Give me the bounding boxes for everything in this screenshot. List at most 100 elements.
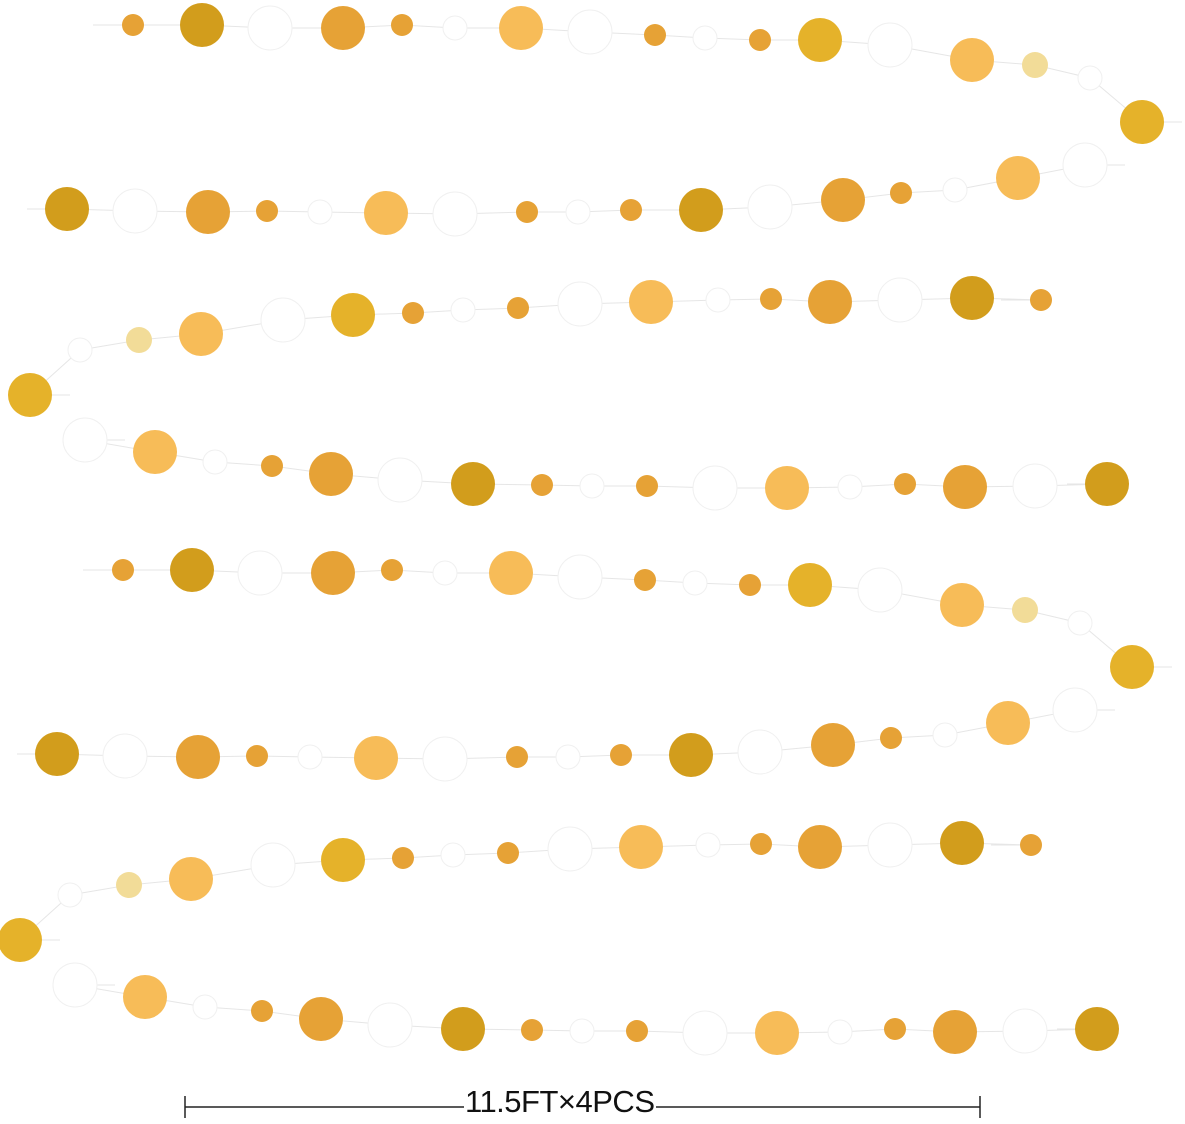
- gold-paper-dot: [634, 569, 656, 591]
- white-paper-dot: [57, 882, 83, 908]
- length-label: 11.5FT×4PCS: [464, 1084, 656, 1120]
- gold-paper-dot: [521, 1019, 543, 1041]
- gold-paper-dot: [1030, 289, 1052, 311]
- gold-paper-dot: [619, 825, 663, 869]
- gold-paper-dot: [933, 1010, 977, 1054]
- gold-paper-dot: [261, 455, 283, 477]
- gold-paper-dot: [811, 723, 855, 767]
- gold-paper-dot: [516, 201, 538, 223]
- gold-paper-dot: [755, 1011, 799, 1055]
- gold-paper-dot: [507, 297, 529, 319]
- gold-paper-dot: [765, 466, 809, 510]
- white-paper-dot: [747, 184, 793, 230]
- gold-paper-dot: [636, 475, 658, 497]
- gold-paper-dot: [943, 465, 987, 509]
- gold-paper-dot: [112, 559, 134, 581]
- white-paper-dot: [237, 550, 283, 596]
- gold-paper-dot: [798, 825, 842, 869]
- gold-paper-dot: [1120, 100, 1164, 144]
- white-paper-dot: [442, 15, 468, 41]
- white-paper-dot: [67, 337, 93, 363]
- white-paper-dot: [440, 842, 466, 868]
- white-paper-dot: [565, 199, 591, 225]
- white-paper-dot: [557, 281, 603, 327]
- gold-paper-dot: [381, 559, 403, 581]
- white-paper-dot: [692, 465, 738, 511]
- white-paper-dot: [932, 722, 958, 748]
- dimension-caption: 11.5FT×4PCS: [0, 1080, 1185, 1124]
- gold-paper-dot: [499, 6, 543, 50]
- gold-paper-dot: [497, 842, 519, 864]
- gold-paper-dot: [321, 6, 365, 50]
- white-paper-dot: [432, 560, 458, 586]
- white-paper-dot: [450, 297, 476, 323]
- white-paper-dot: [62, 417, 108, 463]
- gold-paper-dot: [179, 312, 223, 356]
- gold-paper-dot: [1085, 462, 1129, 506]
- gold-paper-dot: [122, 14, 144, 36]
- white-paper-dot: [692, 25, 718, 51]
- white-paper-dot: [422, 736, 468, 782]
- gold-paper-dot: [180, 3, 224, 47]
- white-paper-dot: [695, 832, 721, 858]
- white-paper-dot: [250, 842, 296, 888]
- white-paper-dot: [102, 733, 148, 779]
- gold-paper-dot: [950, 38, 994, 82]
- gold-paper-dot: [392, 847, 414, 869]
- white-paper-dot: [1067, 610, 1093, 636]
- gold-paper-dot: [1075, 1007, 1119, 1051]
- gold-paper-dot: [299, 997, 343, 1041]
- gold-paper-dot: [170, 548, 214, 592]
- white-paper-dot: [1077, 65, 1103, 91]
- gold-paper-dot: [35, 732, 79, 776]
- gold-paper-dot: [940, 583, 984, 627]
- gold-paper-dot: [669, 733, 713, 777]
- gold-paper-dot: [1012, 597, 1038, 623]
- white-paper-dot: [557, 554, 603, 600]
- gold-paper-dot: [186, 190, 230, 234]
- gold-paper-dot: [739, 574, 761, 596]
- white-paper-dot: [247, 5, 293, 51]
- gold-paper-dot: [489, 551, 533, 595]
- white-paper-dot: [1012, 463, 1058, 509]
- white-paper-dot: [737, 729, 783, 775]
- white-paper-dot: [555, 744, 581, 770]
- white-paper-dot: [867, 22, 913, 68]
- gold-paper-dot: [821, 178, 865, 222]
- white-paper-dot: [260, 297, 306, 343]
- gold-paper-dot: [1020, 834, 1042, 856]
- white-paper-dot: [52, 962, 98, 1008]
- gold-paper-dot: [309, 452, 353, 496]
- gold-paper-dot: [251, 1000, 273, 1022]
- gold-paper-dot: [749, 29, 771, 51]
- gold-paper-dot: [679, 188, 723, 232]
- gold-paper-dot: [808, 280, 852, 324]
- gold-paper-dot: [169, 857, 213, 901]
- white-paper-dot: [1002, 1008, 1048, 1054]
- white-paper-dot: [705, 287, 731, 313]
- white-paper-dot: [837, 474, 863, 500]
- white-paper-dot: [579, 473, 605, 499]
- gold-paper-dot: [451, 462, 495, 506]
- gold-paper-dot: [940, 821, 984, 865]
- white-paper-dot: [857, 567, 903, 613]
- gold-paper-dot: [321, 838, 365, 882]
- gold-paper-dot: [176, 735, 220, 779]
- gold-paper-dot: [0, 918, 42, 962]
- gold-paper-dot: [1110, 645, 1154, 689]
- gold-paper-dot: [620, 199, 642, 221]
- white-paper-dot: [297, 744, 323, 770]
- white-paper-dot: [202, 449, 228, 475]
- gold-paper-dot: [894, 473, 916, 495]
- gold-paper-dot: [880, 727, 902, 749]
- gold-paper-dot: [890, 182, 912, 204]
- gold-paper-dot: [133, 430, 177, 474]
- gold-paper-dot: [610, 744, 632, 766]
- white-paper-dot: [827, 1019, 853, 1045]
- white-paper-dot: [307, 199, 333, 225]
- gold-paper-dot: [629, 280, 673, 324]
- gold-paper-dot: [1022, 52, 1048, 78]
- white-paper-dot: [682, 570, 708, 596]
